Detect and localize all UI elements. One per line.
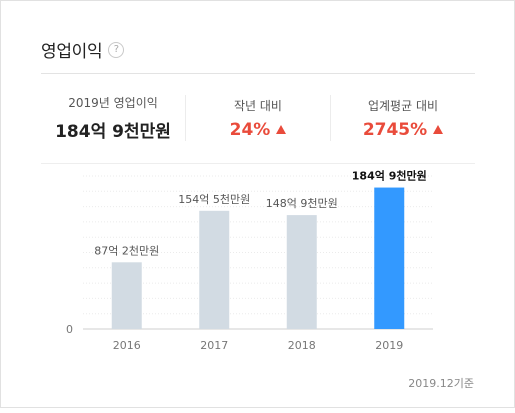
card-title: 영업이익 — [41, 42, 103, 62]
stat-value: 24% — [229, 119, 271, 140]
stat-label: 작년 대비 — [234, 98, 282, 113]
summary-stats: 2019년 영업이익 184억 9천만원 작년 대비 24% 업계평균 대비 2… — [41, 73, 475, 163]
stat-current-year: 2019년 영업이익 184억 9천만원 — [41, 73, 185, 163]
bar — [111, 262, 142, 329]
help-icon[interactable]: ? — [108, 41, 125, 58]
x-tick-label: 2016 — [113, 339, 141, 352]
footnote: 2019.12기준 — [408, 377, 474, 390]
bar-value-label: 184억 9천만원 — [352, 169, 427, 183]
x-tick-label: 2018 — [288, 339, 316, 352]
x-tick-label: 2019 — [375, 339, 403, 352]
stats-divider — [41, 163, 475, 164]
up-arrow-icon — [433, 125, 444, 134]
bar — [199, 210, 230, 329]
stat-value: 184억 9천만원 — [55, 122, 171, 142]
header-divider — [41, 73, 475, 74]
bar — [286, 215, 317, 329]
stat-label: 업계평균 대비 — [367, 98, 439, 113]
stat-separator — [330, 95, 331, 141]
card-header: 영업이익 ? — [41, 37, 125, 62]
bar — [374, 187, 405, 329]
x-tick-label: 2017 — [200, 339, 228, 352]
up-arrow-icon — [276, 125, 287, 134]
bar-value-label: 87억 2천만원 — [94, 243, 159, 257]
bar-value-label: 154억 5천만원 — [178, 192, 250, 206]
y-tick-label: 0 — [66, 323, 73, 336]
bar-value-label: 148억 9천만원 — [266, 196, 338, 210]
stat-vs-industry: 업계평균 대비 2745% — [331, 73, 475, 163]
stat-separator — [185, 95, 186, 141]
stat-value-row: 24% — [230, 120, 287, 140]
stat-vs-last-year: 작년 대비 24% — [186, 73, 330, 163]
stat-label: 2019년 영업이익 — [68, 96, 158, 110]
stat-value-row: 2745% — [362, 119, 444, 140]
stat-value: 2745% — [362, 119, 428, 140]
